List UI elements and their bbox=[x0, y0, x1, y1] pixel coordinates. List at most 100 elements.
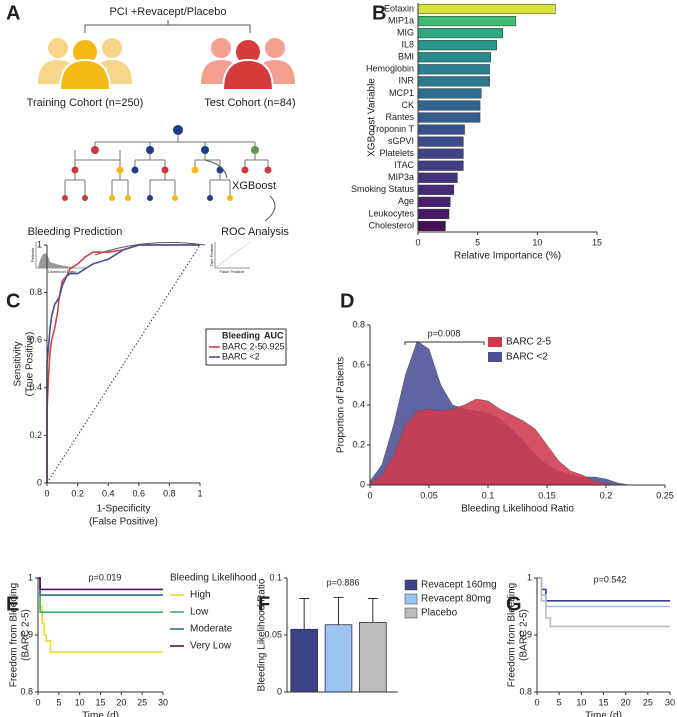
mini-label: Likelihood Ratio bbox=[48, 269, 77, 274]
bar bbox=[417, 16, 517, 27]
bar bbox=[417, 148, 464, 159]
y-tick-label: 0.9 bbox=[519, 629, 532, 639]
x-tick-label: 30 bbox=[158, 697, 168, 707]
x-tick-label: 20 bbox=[116, 697, 126, 707]
cohort-label: Training Cohort (n=250) bbox=[27, 97, 144, 109]
x-tick-label: 10 bbox=[75, 697, 85, 707]
bar bbox=[417, 100, 481, 111]
y-tick-label: 0.8 bbox=[519, 686, 532, 696]
y-tick-label: 0.6 bbox=[29, 335, 42, 345]
density-area bbox=[369, 398, 630, 486]
x-tick-label: 15 bbox=[592, 237, 602, 247]
y-tick-label: Hemoglobin bbox=[366, 64, 414, 74]
panel-letter: D bbox=[340, 290, 354, 312]
x-tick-label: 0.2 bbox=[600, 490, 613, 500]
legend-swatch bbox=[404, 607, 418, 619]
y-tick-label: 1 bbox=[37, 239, 42, 249]
bar bbox=[417, 88, 482, 99]
legend-swatch bbox=[488, 337, 502, 347]
y-tick-label: 0.2 bbox=[29, 430, 42, 440]
x-tick-label: 0.6 bbox=[133, 488, 146, 498]
y-axis-label: (BARC 2-5) bbox=[519, 609, 530, 661]
x-tick-label: 0 bbox=[534, 697, 539, 707]
y-tick-label: Age bbox=[398, 196, 414, 206]
bracket bbox=[84, 20, 251, 33]
mini-label: Patients bbox=[30, 248, 35, 262]
y-axis-label: Freedom from Bleeding bbox=[507, 583, 518, 688]
x-tick-label: 15 bbox=[95, 697, 105, 707]
x-tick-label: 10 bbox=[576, 697, 586, 707]
legend-label: BARC 2-5 bbox=[222, 341, 263, 351]
mini-density: Patients Likelihood Ratio bbox=[30, 242, 86, 274]
y-tick-label: MIG bbox=[397, 28, 414, 38]
y-tick-label: 0 bbox=[360, 479, 365, 489]
x-tick-label: 0 bbox=[44, 488, 49, 498]
legend-label: Placebo bbox=[421, 608, 458, 619]
y-axis-label: (True Positive) bbox=[25, 332, 36, 397]
x-tick-label: 20 bbox=[621, 697, 631, 707]
y-tick-label: 0.8 bbox=[29, 287, 42, 297]
x-tick-label: 5 bbox=[56, 697, 61, 707]
x-axis-label: Time (d) bbox=[82, 711, 119, 717]
y-axis-label: Proportion of Patients bbox=[336, 357, 347, 453]
legend-label: Moderate bbox=[190, 624, 233, 635]
bar bbox=[417, 136, 464, 147]
y-tick-label: 0 bbox=[277, 686, 282, 696]
error-bar bbox=[299, 598, 310, 630]
panel-letter: F bbox=[258, 593, 270, 615]
y-tick-label: INR bbox=[399, 76, 415, 86]
y-tick-label: Cholesterol bbox=[368, 220, 414, 230]
y-tick-label: MCP1 bbox=[389, 88, 414, 98]
x-tick-label: 0 bbox=[367, 490, 372, 500]
y-tick-label: CK bbox=[401, 100, 414, 110]
x-tick-label: 0.4 bbox=[102, 488, 115, 498]
reference-line bbox=[46, 244, 201, 484]
bar bbox=[417, 28, 503, 39]
panel-letter: A bbox=[6, 2, 20, 24]
x-axis-label: Relative Importance (%) bbox=[454, 251, 561, 262]
legend-swatch bbox=[404, 579, 418, 591]
y-tick-label: 0 bbox=[37, 477, 42, 487]
x-tick-label: 1 bbox=[197, 488, 202, 498]
bar bbox=[290, 628, 318, 693]
y-tick-label: Smoking Status bbox=[351, 184, 415, 194]
x-tick-label: 0.2 bbox=[71, 488, 84, 498]
legend-label: BARC <2 bbox=[222, 351, 260, 361]
bar bbox=[417, 184, 455, 195]
x-tick-label: 10 bbox=[532, 237, 542, 247]
series-line bbox=[38, 577, 163, 591]
bar bbox=[417, 40, 498, 51]
y-tick-label: Leukocytes bbox=[368, 208, 414, 218]
x-tick-label: 0 bbox=[35, 697, 40, 707]
y-axis-label: Sensitivity bbox=[13, 341, 24, 386]
annotation: p=0.008 bbox=[428, 328, 461, 338]
legend-label: Very Low bbox=[190, 641, 232, 652]
y-tick-label: ITAC bbox=[394, 160, 414, 170]
mini-label: True Positive bbox=[209, 243, 214, 267]
panel-a-diagram: PCI +Revacept/Placebo Training Cohort (n… bbox=[27, 6, 296, 274]
series-line bbox=[46, 244, 200, 483]
annotation: p=0.019 bbox=[89, 572, 122, 582]
x-tick-label: 25 bbox=[643, 697, 653, 707]
y-tick-label: 0.8 bbox=[20, 686, 33, 696]
y-tick-label: 0.6 bbox=[352, 359, 365, 369]
legend-swatch bbox=[488, 352, 502, 362]
y-tick-label: 1 bbox=[527, 572, 532, 582]
y-tick-label: sGPVI bbox=[388, 136, 414, 146]
y-tick-label: MIP3a bbox=[388, 172, 414, 182]
bar bbox=[417, 112, 481, 123]
x-tick-label: 25 bbox=[137, 697, 147, 707]
legend-label: BARC <2 bbox=[506, 352, 548, 363]
x-tick-label: 5 bbox=[557, 697, 562, 707]
bar bbox=[324, 624, 353, 693]
y-axis-label: Bleeding Likelihood Ratio bbox=[257, 578, 268, 691]
tree-nodes bbox=[62, 125, 272, 201]
y-tick-label: MIP1a bbox=[388, 15, 414, 25]
y-tick-label: 0.2 bbox=[352, 439, 365, 449]
bar bbox=[417, 172, 458, 183]
arrow bbox=[204, 159, 276, 222]
bar bbox=[417, 124, 465, 135]
panel-letter: B bbox=[372, 2, 386, 24]
error-bar bbox=[367, 598, 378, 623]
legend-label: High bbox=[190, 590, 211, 601]
